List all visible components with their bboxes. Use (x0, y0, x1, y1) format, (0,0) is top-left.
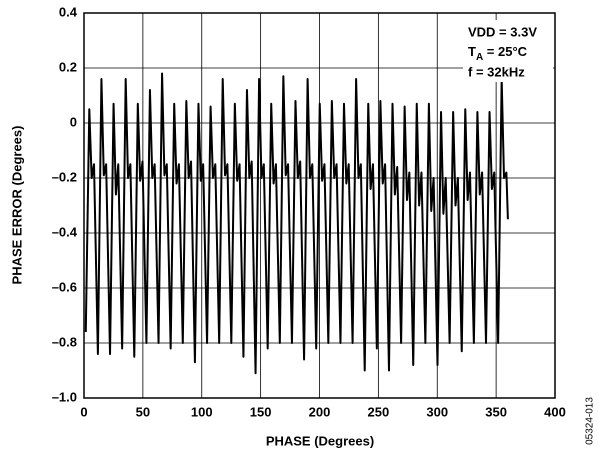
x-tick-label: 0 (80, 404, 87, 419)
x-tick-label: 350 (485, 404, 507, 419)
x-tick-label: 250 (368, 404, 390, 419)
y-tick-label: –0.4 (52, 224, 78, 239)
annotation-part: T (468, 44, 476, 59)
y-tick-label: –0.8 (52, 334, 77, 349)
annotation-box (463, 20, 553, 82)
y-tick-label: 0.2 (59, 59, 77, 74)
annotation-subscript: A (476, 52, 483, 63)
y-tick-label: –1.0 (52, 389, 77, 404)
y-tick-label: –0.6 (52, 279, 77, 294)
y-axis-label: PHASE ERROR (Degrees) (9, 126, 24, 285)
x-tick-label: 100 (191, 404, 213, 419)
x-tick-label: 200 (309, 404, 331, 419)
annotation: TA = 25°C (468, 44, 528, 62)
y-tick-label: 0.4 (59, 4, 78, 19)
data-line (84, 72, 509, 375)
x-tick-label: 150 (250, 404, 272, 419)
plot-border (83, 12, 556, 399)
y-tick-label: –0.2 (52, 169, 77, 184)
figure-id: 05324-013 (585, 397, 596, 445)
y-tick-label: 0 (70, 114, 77, 129)
x-tick-label: 300 (426, 404, 448, 419)
annotation: f = 32kHz (468, 64, 525, 79)
x-axis-label: PHASE (Degrees) (266, 433, 374, 448)
annotation-part: = 25°C (483, 44, 527, 59)
x-tick-label: 400 (544, 404, 566, 419)
annotation: VDD = 3.3V (468, 24, 537, 39)
x-tick-label: 50 (136, 404, 150, 419)
